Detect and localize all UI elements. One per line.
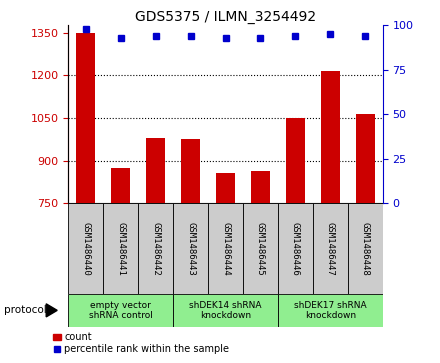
Text: GSM1486448: GSM1486448 — [361, 222, 370, 276]
FancyBboxPatch shape — [68, 294, 173, 327]
Bar — [146, 138, 165, 203]
Text: GSM1486440: GSM1486440 — [81, 222, 90, 276]
Text: GSM1486441: GSM1486441 — [116, 222, 125, 276]
FancyBboxPatch shape — [173, 294, 278, 327]
Text: shDEK14 shRNA
knockdown: shDEK14 shRNA knockdown — [189, 301, 262, 320]
Text: GSM1486443: GSM1486443 — [186, 222, 195, 276]
Legend: count, percentile rank within the sample: count, percentile rank within the sample — [49, 329, 233, 358]
Bar — [286, 118, 305, 203]
Bar — [111, 168, 130, 203]
Bar — [216, 174, 235, 203]
Text: GSM1486447: GSM1486447 — [326, 222, 335, 276]
Text: GSM1486442: GSM1486442 — [151, 222, 160, 276]
Text: protocol: protocol — [4, 305, 47, 315]
Text: GSM1486446: GSM1486446 — [291, 222, 300, 276]
FancyBboxPatch shape — [278, 203, 313, 294]
FancyBboxPatch shape — [313, 203, 348, 294]
Text: shDEK17 shRNA
knockdown: shDEK17 shRNA knockdown — [294, 301, 367, 320]
FancyBboxPatch shape — [138, 203, 173, 294]
Text: empty vector
shRNA control: empty vector shRNA control — [89, 301, 153, 320]
Bar — [181, 139, 200, 203]
Text: GSM1486445: GSM1486445 — [256, 222, 265, 276]
FancyBboxPatch shape — [243, 203, 278, 294]
Title: GDS5375 / ILMN_3254492: GDS5375 / ILMN_3254492 — [135, 11, 316, 24]
Bar — [251, 171, 270, 203]
FancyBboxPatch shape — [68, 203, 103, 294]
Polygon shape — [46, 304, 57, 317]
Bar — [356, 114, 375, 203]
Text: GSM1486444: GSM1486444 — [221, 222, 230, 276]
FancyBboxPatch shape — [208, 203, 243, 294]
FancyBboxPatch shape — [173, 203, 208, 294]
FancyBboxPatch shape — [103, 203, 138, 294]
Bar — [76, 33, 95, 203]
FancyBboxPatch shape — [278, 294, 383, 327]
Bar — [321, 71, 340, 203]
FancyBboxPatch shape — [348, 203, 383, 294]
